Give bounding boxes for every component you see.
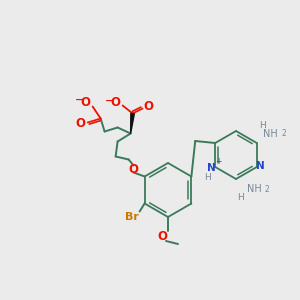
Text: N: N bbox=[207, 163, 216, 173]
Text: H: H bbox=[238, 193, 244, 202]
Text: NH: NH bbox=[247, 184, 261, 194]
Text: Br: Br bbox=[125, 212, 139, 221]
Text: H: H bbox=[204, 172, 211, 182]
Text: H: H bbox=[260, 122, 266, 130]
Text: O: O bbox=[81, 96, 91, 109]
Text: O: O bbox=[144, 100, 154, 113]
Text: +: + bbox=[215, 158, 221, 166]
Text: 2: 2 bbox=[281, 130, 286, 139]
Text: NH: NH bbox=[263, 129, 278, 139]
Text: −: − bbox=[75, 94, 84, 104]
Text: O: O bbox=[157, 230, 167, 244]
Polygon shape bbox=[130, 113, 134, 134]
Text: O: O bbox=[111, 96, 121, 109]
Text: −: − bbox=[105, 95, 114, 106]
Text: O: O bbox=[129, 163, 139, 176]
Text: 2: 2 bbox=[265, 184, 269, 194]
Text: O: O bbox=[76, 117, 85, 130]
Text: N: N bbox=[256, 161, 265, 171]
